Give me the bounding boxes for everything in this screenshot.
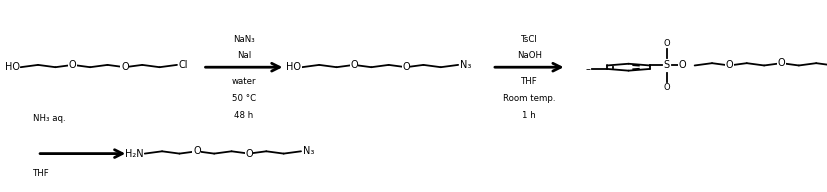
Text: O: O — [777, 58, 786, 68]
Text: O: O — [402, 62, 410, 72]
Text: 1 h: 1 h — [523, 111, 536, 120]
Text: TsCl: TsCl — [521, 35, 538, 44]
Text: –: – — [586, 64, 590, 74]
Text: O: O — [69, 60, 77, 70]
Text: H₂N: H₂N — [125, 149, 144, 159]
Text: 50 °C: 50 °C — [232, 94, 256, 103]
Text: NH₃ aq.: NH₃ aq. — [33, 114, 65, 123]
Text: O: O — [193, 146, 201, 156]
Text: THF: THF — [33, 169, 50, 178]
Text: THF: THF — [521, 77, 538, 86]
Text: NaN₃: NaN₃ — [233, 35, 255, 44]
Text: water: water — [232, 77, 256, 86]
Text: O: O — [725, 60, 734, 70]
Text: Room temp.: Room temp. — [503, 94, 556, 103]
Text: O: O — [350, 60, 358, 70]
Text: NaOH: NaOH — [517, 50, 542, 60]
Text: HO: HO — [5, 62, 20, 72]
Text: N₃: N₃ — [460, 60, 471, 70]
Text: NaI: NaI — [237, 50, 251, 60]
Text: O: O — [663, 83, 670, 92]
Text: O: O — [121, 62, 129, 72]
Text: S: S — [663, 60, 670, 70]
Text: O: O — [663, 39, 670, 48]
Text: 48 h: 48 h — [234, 111, 254, 120]
Text: N₃: N₃ — [303, 146, 314, 156]
Text: Cl: Cl — [179, 60, 188, 70]
Text: O: O — [678, 60, 686, 70]
Text: O: O — [245, 149, 253, 159]
Text: HO: HO — [286, 62, 301, 72]
